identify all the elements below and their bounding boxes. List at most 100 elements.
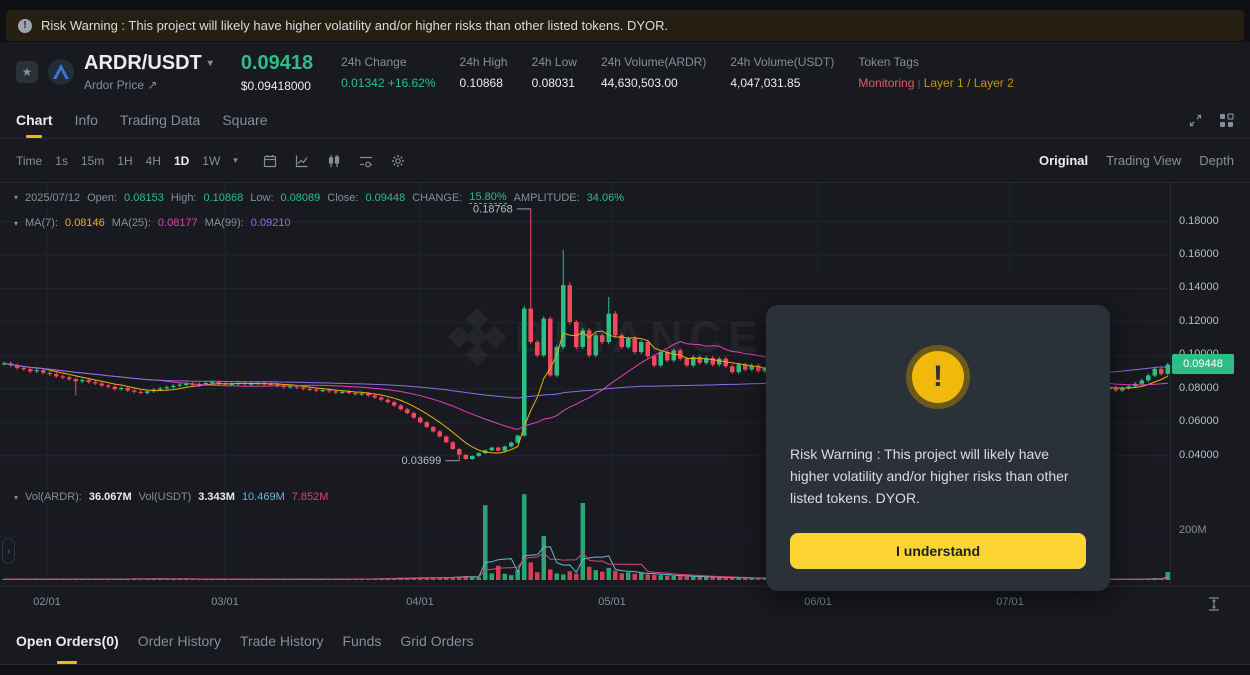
i-understand-button[interactable]: I understand (790, 533, 1086, 569)
mode-depth[interactable]: Depth (1199, 153, 1234, 168)
ohlc-open: 0.08153 (124, 191, 164, 204)
stat-24h-volume-usdt: 24h Volume(USDT) 4,047,031.85 (730, 54, 835, 90)
main-tabs: Chart Info Trading Data Square (0, 102, 1250, 139)
time-axis[interactable]: 02/01 03/01 04/01 05/01 06/01 07/01 (0, 586, 1250, 617)
interval-more-caret-icon[interactable]: ▾ (233, 155, 238, 165)
time-axis-label: 03/01 (211, 596, 239, 608)
chart-mode-switch: Original Trading View Depth (1039, 153, 1234, 168)
calendar-icon[interactable] (263, 154, 277, 168)
tab-square[interactable]: Square (222, 112, 268, 128)
svg-text:0.03699: 0.03699 (402, 455, 442, 467)
bottom-strip (0, 665, 1250, 675)
interval-4h[interactable]: 4H (145, 153, 161, 168)
vol-ma2-value: 7.852M (291, 491, 329, 503)
stat-24h-low: 24h Low 0.08031 (531, 54, 577, 90)
volume-overlay: ▾ Vol(ARDR): 36.067M Vol(USDT) 3.343M 10.4… (14, 491, 329, 503)
interval-1h[interactable]: 1H (117, 153, 133, 168)
mode-trading-view[interactable]: Trading View (1106, 153, 1182, 168)
ohlc-overlay: ▾ 2025/07/12 Open: 0.08153 High: 0.10868 L… (14, 191, 624, 204)
warning-circle-icon: ! (18, 18, 32, 33)
svg-text:0.18768: 0.18768 (473, 203, 513, 215)
pair-header: ★ ARDR/USDT ▾ Ardor Price ↗ 0.09418 $0.0… (0, 42, 1250, 102)
ticker-stats: 24h Change 0.01342 +16.62% 24h High 0.10… (341, 55, 1014, 90)
chart-region: BINANCE 0.18768 0.03699 ▾ 2025/07/12 Open:… (0, 183, 1250, 617)
vol-ardr-value: 36.067M (88, 491, 132, 503)
ohlc-close: 0.09448 (365, 191, 406, 204)
interval-1s[interactable]: 1s (55, 153, 68, 168)
chevron-right-icon: › (6, 545, 11, 557)
tab-order-history[interactable]: Order History (137, 632, 221, 649)
ma99-value: 0.09210 (250, 217, 291, 229)
line-chart-icon[interactable] (295, 154, 309, 168)
last-price-usd: $0.09418000 (240, 78, 311, 93)
favorite-star-button[interactable]: ★ (16, 61, 38, 83)
orders-tabs: Open Orders(0) Order History Trade Histo… (0, 617, 1250, 665)
interval-1w[interactable]: 1W (202, 153, 221, 168)
stat-24h-high: 24h High 0.10868 (459, 54, 508, 90)
stat-24h-volume-ardr: 24h Volume(ARDR) 44,630,503.00 (600, 54, 707, 90)
apps-grid-icon[interactable] (1219, 112, 1234, 128)
tab-trading-data[interactable]: Trading Data (119, 112, 201, 128)
time-axis-label: 04/01 (406, 596, 434, 608)
last-price-block: 0.09418 $0.09418000 (241, 52, 313, 93)
time-axis-label: 05/01 (598, 596, 626, 608)
ma-overlay: ▾ MA(7): 0.08146 MA(25): 0.08177 MA(99): 0.… (14, 217, 291, 229)
ohlc-low: 0.08089 (280, 191, 321, 204)
gear-icon[interactable] (391, 154, 405, 168)
price-tick: 0.06000 (1179, 415, 1219, 427)
tab-funds[interactable]: Funds (342, 632, 382, 649)
price-tick: 0.18000 (1179, 215, 1219, 227)
fit-scale-icon[interactable] (1206, 596, 1222, 612)
price-tick: 0.08000 (1179, 382, 1219, 394)
tag-monitoring[interactable]: Monitoring (858, 75, 915, 90)
ma25-value: 0.08177 (157, 217, 198, 229)
tab-chart[interactable]: Chart (16, 102, 53, 138)
pair-selector[interactable]: ARDR/USDT ▾ (84, 52, 213, 75)
ardor-token-logo (48, 59, 74, 85)
panel-expander-handle[interactable]: › (2, 538, 15, 564)
interval-1d[interactable]: 1D (173, 153, 190, 168)
tab-grid-orders[interactable]: Grid Orders (400, 632, 474, 649)
collapse-caret-icon[interactable]: ▾ (14, 218, 19, 228)
stat-24h-change: 24h Change 0.01342 +16.62% (341, 54, 436, 90)
volume-axis-tick: 200M (1179, 524, 1207, 536)
expand-icon[interactable] (1188, 113, 1203, 128)
tab-trade-history[interactable]: Trade History (239, 632, 324, 649)
indicators-icon[interactable] (359, 154, 373, 168)
last-price: 0.09418 (240, 51, 314, 74)
pair-name: ARDR/USDT (84, 52, 202, 74)
star-icon: ★ (21, 65, 33, 79)
time-axis-label: 06/01 (804, 596, 832, 608)
candlestick-icon[interactable] (327, 154, 341, 168)
mode-original[interactable]: Original (1039, 153, 1089, 168)
modal-risk-text: Risk Warning : This project will likely … (790, 446, 1069, 506)
tab-open-orders[interactable]: Open Orders(0) (16, 617, 119, 664)
price-tick: 0.04000 (1179, 449, 1219, 461)
interval-15m[interactable]: 15m (80, 153, 105, 168)
time-label: Time (16, 153, 43, 168)
ohlc-change: 15.80% (469, 191, 507, 204)
collapse-caret-icon[interactable]: ▾ (14, 492, 19, 502)
pair-title-block: ARDR/USDT ▾ Ardor Price ↗ (84, 52, 213, 92)
time-axis-label: 07/01 (996, 596, 1024, 608)
price-axis[interactable]: 0.18000 0.16000 0.14000 0.12000 0.10000 … (1170, 183, 1250, 586)
last-price-badge: 0.09448 (1172, 354, 1234, 374)
time-axis-label: 02/01 (33, 596, 61, 608)
tag-layers[interactable]: Layer 1 / Layer 2 (923, 75, 1014, 90)
price-tick: 0.14000 (1179, 281, 1219, 293)
risk-warning-text: Risk Warning : This project will likely … (41, 18, 669, 33)
price-tick: 0.12000 (1179, 315, 1219, 327)
ma7-value: 0.08146 (65, 217, 105, 229)
token-price-link[interactable]: Ardor Price ↗ (84, 78, 158, 92)
ohlc-amplitude: 34.06% (586, 191, 624, 204)
tab-info[interactable]: Info (74, 112, 98, 128)
vol-ma1-value: 10.469M (241, 491, 285, 503)
vol-usdt-value: 3.343M (198, 491, 235, 503)
warning-icon: ! (906, 345, 970, 409)
token-tags: Token Tags Monitoring | Layer 1 / Layer … (858, 54, 1014, 90)
risk-warning-banner: ! Risk Warning : This project will likel… (6, 10, 1244, 41)
collapse-caret-icon[interactable]: ▾ (14, 193, 19, 202)
chevron-down-icon: ▾ (207, 58, 213, 69)
ohlc-high: 0.10868 (203, 191, 244, 204)
tag-divider: | (917, 78, 921, 90)
